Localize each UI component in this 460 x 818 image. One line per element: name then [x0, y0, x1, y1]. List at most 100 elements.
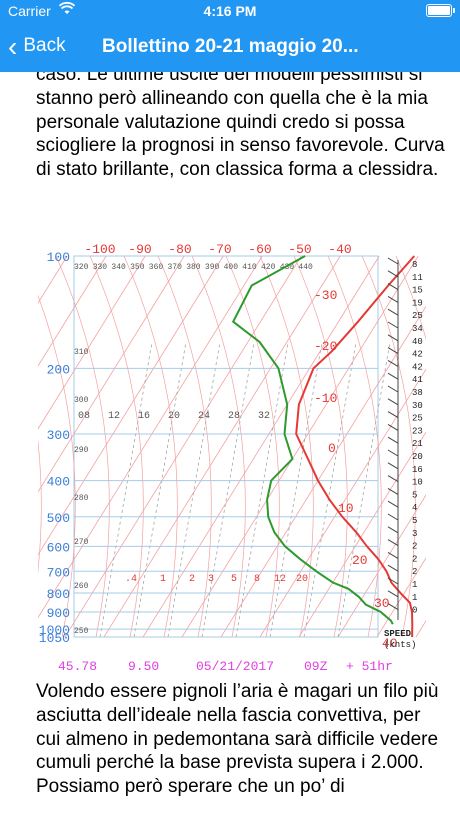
- adiabat-curve: [361, 255, 416, 638]
- footer-lon: 9.50: [128, 659, 159, 674]
- battery-icon: [426, 4, 455, 17]
- theta-tick-label: 260: [74, 582, 89, 591]
- skew-t-chart: 100 200 300 400 500 600 700 800 900 1000 1050 -100-…: [38, 242, 426, 682]
- mixing-ratio-label: 3: [208, 574, 214, 585]
- wind-speed-label: 19: [412, 298, 423, 308]
- footer-date: 05/21/2017: [196, 659, 274, 674]
- mixing-ratio-label: .4: [125, 574, 137, 585]
- theta-tick-label: 290: [74, 446, 89, 455]
- wind-speed-label: 25: [412, 311, 423, 321]
- wind-barb: [387, 513, 399, 521]
- skew-t-svg: 10020030040050060070080090010001050-100-…: [38, 242, 426, 674]
- wind-barb: [387, 359, 399, 367]
- wind-speed-label: 1: [412, 593, 417, 603]
- temperature-tick-label: 10: [338, 501, 354, 516]
- wind-speed-label: 10: [412, 478, 423, 488]
- wind-speed-label: 40: [412, 337, 423, 347]
- theta-tick-label: 300: [74, 396, 89, 405]
- temperature-tick-label: 0: [328, 441, 336, 456]
- back-button[interactable]: ‹ Back: [8, 32, 66, 60]
- isotherm-line: [38, 255, 224, 556]
- theta-tick-label: 430: [280, 263, 295, 272]
- wind-speed-label: 5: [412, 490, 417, 500]
- adiabat-curve: [89, 255, 144, 638]
- mixing-ratio-label: 20: [296, 574, 308, 585]
- mixing-ratio-label: 1: [160, 574, 166, 585]
- wind-speed-label: 3: [412, 529, 417, 539]
- temperature-tick-label: -90: [128, 242, 151, 257]
- adiabat-curve: [38, 294, 76, 638]
- wind-barb: [387, 475, 399, 483]
- dewpoint-profile-line: [231, 255, 394, 625]
- pressure-tick-label: 900: [47, 606, 70, 621]
- wind-barb: [387, 603, 399, 611]
- wind-barb: [387, 308, 399, 316]
- temperature-tick-label: -30: [314, 288, 337, 303]
- theta-tick-label: 410: [242, 263, 257, 272]
- wind-barb: [387, 551, 399, 559]
- mixing-ratio-label: 5: [231, 574, 237, 585]
- wind-barb: [387, 526, 399, 534]
- footer-forecast: + 51hr: [346, 659, 393, 674]
- wind-speed-label: 38: [412, 388, 423, 398]
- temperature-tick-label: -60: [248, 242, 271, 257]
- adiabat-curve: [157, 255, 212, 638]
- wind-speed-label: 8: [412, 260, 417, 270]
- adiabat-curve: [191, 255, 246, 638]
- wind-barb: [387, 257, 399, 265]
- pressure-tick-label: 300: [47, 428, 70, 443]
- isotherm-line: [142, 255, 380, 638]
- wind-barb: [387, 347, 399, 355]
- temperature-tick-label: -10: [314, 391, 337, 406]
- mixing-ratio-label: 28: [228, 411, 240, 422]
- mixing-ratio-line: [235, 341, 289, 638]
- wind-barb: [387, 411, 399, 419]
- mixing-ratio-line: [133, 341, 187, 638]
- temperature-tick-label: 20: [352, 553, 368, 568]
- wind-speed-label: 5: [412, 516, 417, 526]
- mixing-ratio-line: [99, 341, 153, 638]
- wind-barb: [387, 449, 399, 457]
- wind-speed-label: 11: [412, 273, 423, 283]
- wind-barb: [387, 423, 399, 431]
- wind-speed-label: 20: [412, 452, 423, 462]
- wind-barb: [387, 295, 399, 303]
- mixing-ratio-label: 24: [198, 411, 210, 422]
- pressure-tick-label: 1000: [39, 623, 70, 638]
- carrier-label: Carrier: [8, 3, 51, 19]
- pressure-tick-label: 1050: [39, 631, 70, 646]
- pressure-tick-label: 600: [47, 540, 70, 555]
- wind-barb: [387, 500, 399, 508]
- theta-tick-label: 340: [111, 263, 126, 272]
- wind-speed-label: 16: [412, 465, 423, 475]
- wind-barb: [387, 283, 399, 291]
- article-paragraph: caso. Le ultime uscite dei modelli pessi…: [36, 72, 445, 181]
- mixing-ratio-label: 32: [258, 411, 270, 422]
- temperature-tick-label: -50: [288, 242, 311, 257]
- isotherm-line: [376, 557, 426, 638]
- footer-lat: 45.78: [58, 659, 97, 674]
- isotherm-line: [38, 255, 263, 619]
- wind-barb: [387, 372, 399, 380]
- adiabat-curve: [38, 438, 42, 574]
- wind-barb: [387, 334, 399, 342]
- wind-speed-label: 34: [412, 324, 423, 334]
- article-paragraph: Volendo essere pignoli l’aria è magari u…: [36, 681, 439, 798]
- wind-speed-label: 41: [412, 375, 423, 385]
- wind-speed-label: 42: [412, 350, 423, 360]
- theta-tick-label: 370: [168, 263, 183, 272]
- adiabat-curve: [55, 255, 110, 638]
- mixing-ratio-label: 08: [78, 411, 90, 422]
- wind-speed-label: 1: [412, 580, 417, 590]
- mixing-ratio-label: 12: [274, 574, 286, 585]
- theta-tick-label: 350: [130, 263, 145, 272]
- isotherm-line: [103, 255, 341, 638]
- theta-tick-label: 250: [74, 627, 89, 636]
- pressure-tick-label: 500: [47, 511, 70, 526]
- isotherm-line: [220, 305, 426, 638]
- adiabat-curve: [225, 255, 280, 638]
- temperature-tick-label: -70: [208, 242, 231, 257]
- article-content[interactable]: caso. Le ultime uscite dei modelli pessi…: [0, 72, 460, 818]
- theta-tick-label: 390: [205, 263, 220, 272]
- wind-barb: [387, 385, 399, 393]
